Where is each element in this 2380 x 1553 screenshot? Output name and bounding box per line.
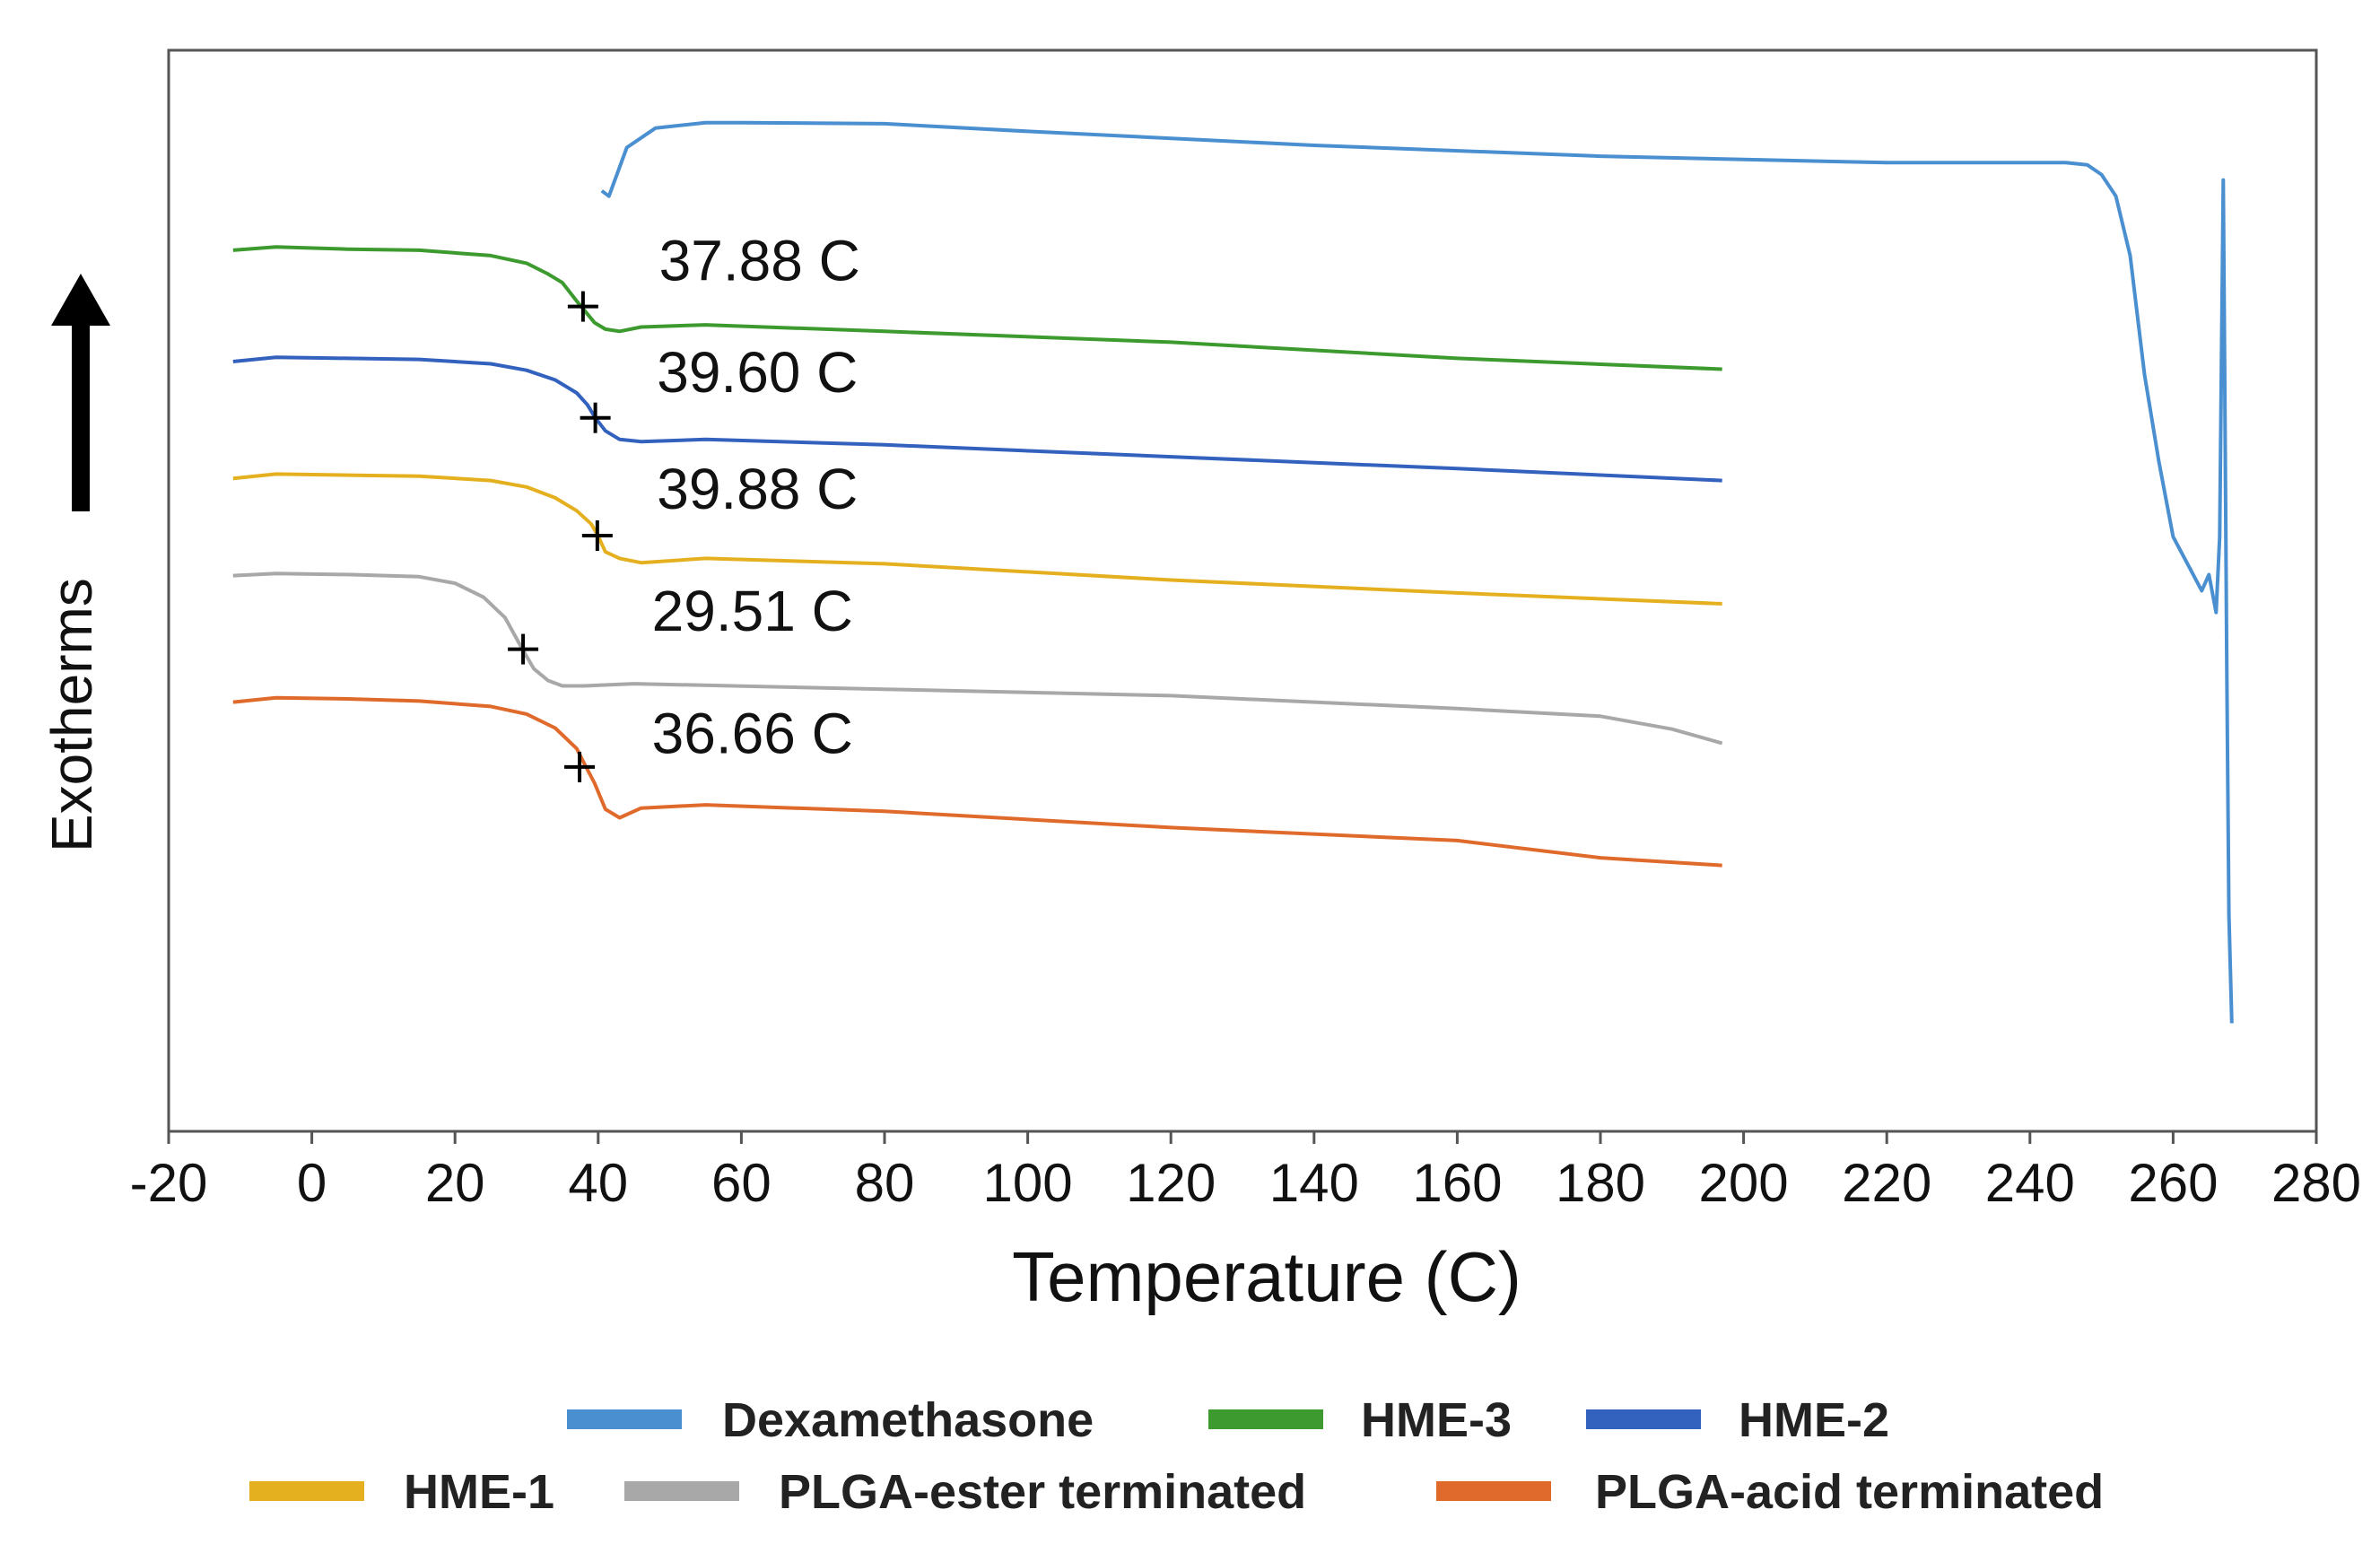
tg-annotation-label: 37.88 C (659, 229, 860, 293)
series-line-hme-3 (232, 245, 1722, 371)
tg-annotation-label: 29.51 C (652, 579, 853, 643)
x-tick-label: 140 (1269, 1153, 1359, 1213)
y-axis-title-group: Exotherms (39, 274, 110, 852)
x-tick-label: 100 (983, 1153, 1073, 1213)
legend-entry: PLGA-ester terminated (624, 1465, 1306, 1519)
legend-swatch (567, 1409, 682, 1429)
x-tick-label: 40 (568, 1153, 628, 1213)
tg-marker (581, 520, 613, 552)
tg-marker (564, 751, 596, 782)
legend-entry: HME-1 (249, 1465, 554, 1519)
legend-swatch (1586, 1409, 1701, 1429)
tg-marker (567, 291, 598, 322)
tg-marker (580, 402, 611, 433)
x-tick-label: 20 (425, 1153, 485, 1213)
legend-entry: Dexamethasone (567, 1393, 1094, 1447)
plot-area (167, 48, 2318, 1133)
series-line-hme-1 (232, 472, 1722, 606)
tg-annotation-label: 39.88 C (657, 457, 858, 521)
tg-annotations: 37.88 C 39.60 C 39.88 C 29.51 C 36.66 C (508, 229, 860, 782)
legend: Dexamethasone HME-3 HME-2 HME-1 PLGA-ester t… (249, 1393, 2104, 1519)
x-tick-label: 120 (1126, 1153, 1216, 1213)
legend-label: Dexamethasone (722, 1393, 1094, 1447)
legend-entry: PLGA-acid terminated (1436, 1465, 2104, 1519)
x-axis-ticks: -20 0 20 40 60 80 100 120 140 160 180 200 220 240 260 2… (130, 1131, 2361, 1213)
x-axis-title: Temperature (C) (1012, 1237, 1521, 1316)
tg-annotation-label: 39.60 C (657, 340, 858, 405)
series-line-dexamethasone (600, 120, 2234, 1024)
x-tick-label: 220 (1842, 1153, 1931, 1213)
series-line-plga-ester-terminated (232, 571, 1723, 746)
series-layer (232, 120, 2234, 1024)
legend-entry: HME-3 (1208, 1393, 1512, 1447)
legend-swatch (624, 1481, 739, 1501)
legend-swatch (1436, 1481, 1551, 1501)
x-tick-label: 80 (855, 1153, 915, 1213)
x-tick-label: 260 (2128, 1153, 2218, 1213)
x-tick-label: 240 (1985, 1153, 2075, 1213)
series-line-plga-acid-terminated (232, 695, 1722, 868)
x-tick-label: 280 (2271, 1153, 2361, 1213)
x-tick-label: 0 (297, 1153, 327, 1213)
legend-label: HME-3 (1361, 1393, 1512, 1447)
x-tick-label: 60 (711, 1153, 772, 1213)
legend-swatch (249, 1481, 364, 1501)
up-arrow-shaft (72, 318, 90, 511)
x-tick-label: 200 (1699, 1153, 1789, 1213)
plot-frame (167, 48, 2318, 1133)
legend-label: HME-2 (1739, 1393, 1889, 1447)
x-tick-label: 160 (1412, 1153, 1502, 1213)
legend-entry: HME-2 (1586, 1393, 1889, 1447)
legend-label: HME-1 (404, 1465, 554, 1519)
legend-label: PLGA-acid terminated (1595, 1465, 2104, 1519)
up-arrow-icon (51, 274, 110, 326)
legend-swatch (1208, 1409, 1323, 1429)
legend-label: PLGA-ester terminated (779, 1465, 1306, 1519)
tg-marker (508, 633, 539, 665)
tg-annotation-label: 36.66 C (652, 701, 853, 765)
y-axis-title: Exotherms (39, 578, 104, 852)
x-tick-label: -20 (130, 1153, 208, 1213)
series-line-hme-2 (232, 355, 1722, 483)
x-tick-label: 180 (1556, 1153, 1645, 1213)
